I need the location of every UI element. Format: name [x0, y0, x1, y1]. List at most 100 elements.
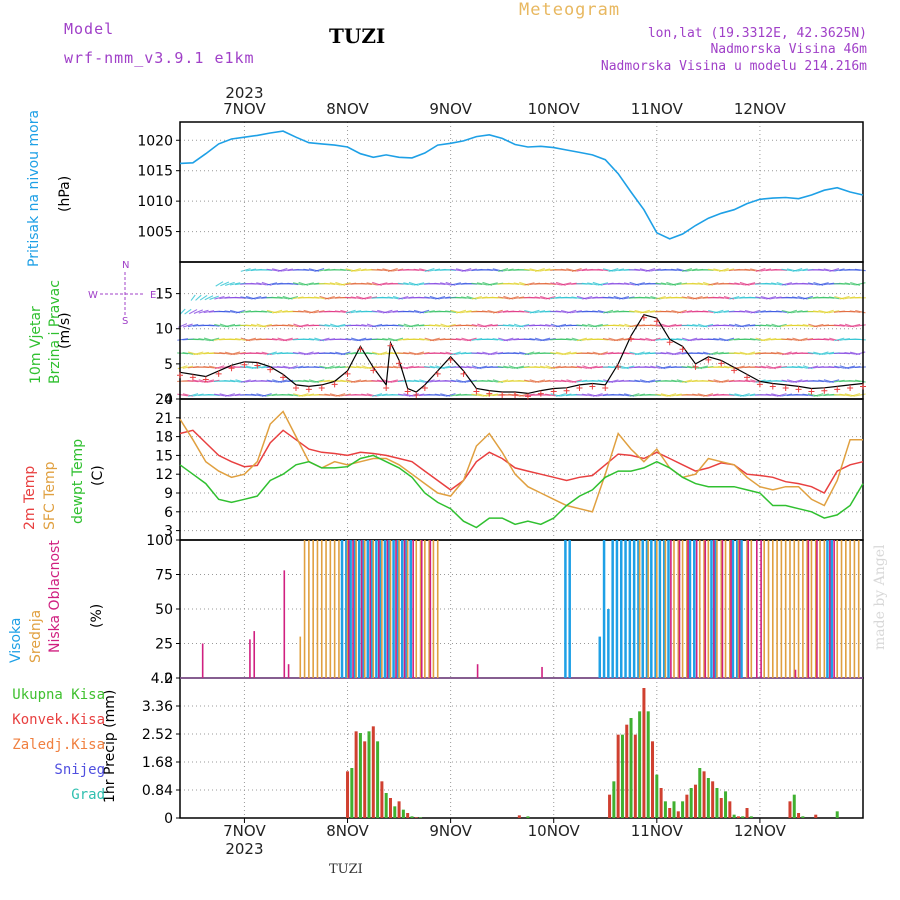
wind-barb [398, 295, 409, 300]
precip-bar [698, 768, 702, 818]
cloud-high-bar [357, 540, 361, 678]
wind-barb [723, 268, 735, 272]
wind-barb [792, 310, 803, 314]
wind-barb [282, 268, 293, 272]
sfc-temp-line [179, 410, 863, 513]
wind-barb [193, 309, 204, 314]
wind-barb [434, 282, 446, 286]
wind-barb [571, 268, 582, 272]
wind-barb [560, 379, 572, 383]
precip-bar [663, 801, 667, 818]
y-tick-label: 15 [155, 287, 173, 303]
precip-bar [741, 816, 745, 818]
wind-barb [418, 337, 430, 341]
wind-barb [634, 379, 646, 383]
wind-speed-marker [202, 376, 209, 383]
y-tick-label: 0 [164, 392, 173, 408]
cloud-mid-bar [729, 540, 731, 678]
wind-barb [376, 268, 388, 272]
wind-barb [823, 309, 834, 314]
wind-barb [408, 380, 420, 383]
temp-2m-line [179, 429, 864, 494]
wind-barb [844, 365, 856, 369]
wind-barb [245, 324, 257, 327]
precip-bar [724, 791, 728, 818]
panel-frame [179, 677, 864, 819]
wind-barb [834, 268, 845, 272]
wind-barb [199, 268, 208, 272]
wind-barb [220, 281, 230, 287]
precip-bar [715, 788, 719, 818]
wind-barb [602, 337, 614, 341]
wind-barb [739, 323, 750, 328]
cloud-high-bar [667, 540, 670, 678]
wind-barb [195, 268, 203, 272]
compass-west: W [88, 290, 98, 301]
wind-barb [492, 337, 504, 341]
wind-barb [314, 379, 325, 383]
cloud-high-bar [830, 540, 833, 678]
wind-barb [450, 351, 461, 356]
wind-barb [227, 268, 234, 273]
cloud-high-bar [340, 540, 344, 678]
cloud-mid-bar [363, 540, 366, 678]
wind-barb [807, 282, 819, 286]
wind-barb [303, 338, 315, 341]
wind-barb [471, 295, 482, 300]
wind-barb [492, 309, 503, 314]
wind-barb [571, 310, 582, 314]
cloud-low-bar [369, 540, 372, 678]
wind-barb [508, 282, 520, 286]
wind-barb [345, 309, 356, 314]
cloud-mid-bar [771, 540, 774, 678]
wind-barb [387, 268, 398, 272]
model-elevation: Nadmorska Visina u modelu 214.216m [600, 59, 867, 74]
wind-barb [193, 379, 204, 383]
wind-barb [218, 267, 222, 273]
wind-barb [828, 366, 840, 369]
wind-barb [187, 323, 199, 328]
wind-barb [481, 310, 493, 313]
wind-barb [508, 295, 519, 300]
wind-barb [702, 323, 714, 328]
wind-barb [256, 365, 267, 369]
legend-freezing-rain: Zaledj.Kisa [12, 737, 105, 753]
precip-bar [651, 741, 655, 818]
wind-barb [413, 282, 425, 286]
bottom-date-label: 8NOV [326, 822, 369, 840]
y-tick-label: 3 [164, 524, 173, 540]
wind-barb [608, 366, 619, 369]
precip-bar [629, 718, 633, 818]
wind-barb [187, 380, 199, 383]
wind-barb [718, 268, 729, 272]
cloud-high-bar [602, 540, 606, 678]
wind-barb [361, 282, 372, 286]
wind-barb [818, 379, 829, 383]
y-tick-label: 15 [155, 448, 173, 464]
wind-barb [844, 352, 856, 355]
wind-speed-marker [189, 374, 196, 381]
wind-barb [397, 282, 409, 286]
wind-barb [434, 393, 446, 397]
wind-barb [855, 393, 866, 397]
y-tick-label: 9 [164, 486, 173, 502]
wind-barb [545, 393, 556, 397]
cloud-high-bar [662, 540, 666, 678]
precip-bar [371, 726, 375, 818]
wind-barb [204, 295, 214, 301]
wind-barb [392, 337, 404, 342]
wind-barb [524, 282, 535, 286]
wind-barb [713, 337, 724, 341]
wind-barb [518, 380, 530, 383]
wind-barb [781, 351, 792, 356]
wind-barb [287, 393, 299, 397]
precip-bar [788, 801, 792, 818]
wind-barb [261, 310, 273, 314]
precip-bar [736, 816, 740, 818]
precip-bar [393, 806, 397, 818]
wind-barb [707, 268, 719, 272]
precip-bar [526, 816, 530, 818]
wind-barb [765, 282, 777, 286]
wind-speed-marker [524, 393, 531, 400]
cloud-low-bar [403, 540, 406, 678]
